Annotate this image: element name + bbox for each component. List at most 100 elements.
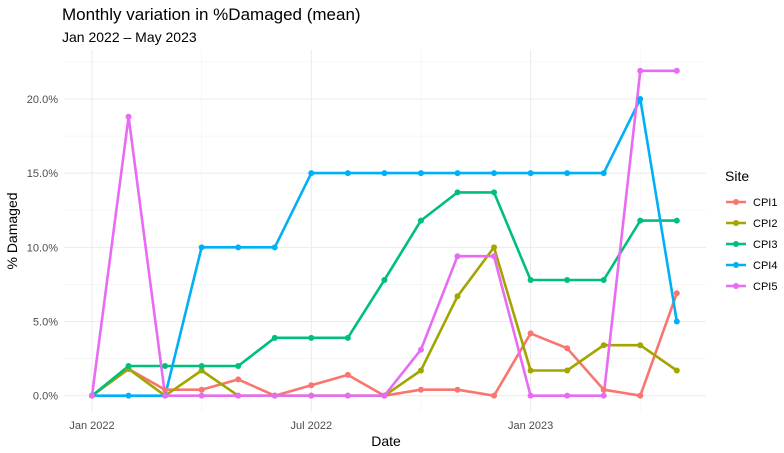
x-axis-ticks: Jan 2022 Jul 2022 Jan 2023 [69, 420, 553, 432]
data-point-cpi3 [527, 276, 534, 283]
chart-subtitle: Jan 2022 – May 2023 [62, 29, 197, 45]
data-point-cpi5 [491, 253, 498, 260]
data-point-cpi4 [271, 244, 278, 251]
data-point-cpi2 [600, 342, 607, 349]
data-point-cpi3 [564, 276, 571, 283]
data-point-cpi5 [381, 392, 388, 399]
chart-title: Monthly variation in %Damaged (mean) [62, 5, 361, 24]
y-axis-ticks: 0.0% 5.0% 10.0% 15.0% 20.0% [27, 94, 58, 403]
legend-items: CPI1 CPI2 CPI3 CPI4 CPI5 [726, 197, 777, 293]
data-point-cpi3 [125, 363, 132, 370]
plot-panel [64, 50, 706, 412]
y-axis-title: % Damaged [4, 192, 20, 269]
data-point-cpi3 [673, 217, 680, 224]
legend-label-cpi3: CPI3 [753, 239, 777, 251]
data-point-cpi2 [673, 367, 680, 374]
data-point-cpi3 [198, 363, 205, 370]
data-point-cpi1 [491, 392, 498, 399]
legend-label-cpi1: CPI1 [753, 197, 777, 209]
data-point-cpi4 [417, 170, 424, 177]
data-point-cpi3 [600, 276, 607, 283]
data-point-cpi1 [527, 330, 534, 337]
x-tick-label: Jan 2022 [69, 420, 114, 432]
y-tick-label: 20.0% [27, 94, 58, 106]
data-point-cpi5 [637, 67, 644, 74]
legend-key-point-cpi2 [733, 220, 739, 226]
data-point-cpi3 [637, 217, 644, 224]
legend: Site CPI1 CPI2 CPI3 CPI4 CPI5 [725, 168, 777, 293]
data-point-cpi2 [637, 342, 644, 349]
plot-background [64, 50, 706, 412]
y-tick-label: 10.0% [27, 242, 58, 254]
data-point-cpi3 [454, 189, 461, 196]
data-point-cpi2 [454, 293, 461, 300]
data-point-cpi3 [417, 217, 424, 224]
data-point-cpi2 [198, 367, 205, 374]
data-point-cpi5 [673, 67, 680, 74]
data-point-cpi5 [198, 392, 205, 399]
data-point-cpi1 [308, 382, 315, 389]
data-point-cpi1 [162, 386, 169, 393]
data-point-cpi4 [454, 170, 461, 177]
data-point-cpi4 [235, 244, 242, 251]
legend-key-point-cpi3 [733, 241, 739, 247]
data-point-cpi3 [235, 363, 242, 370]
data-point-cpi1 [637, 392, 644, 399]
y-tick-label: 5.0% [33, 317, 58, 329]
data-point-cpi1 [564, 345, 571, 352]
legend-key-point-cpi4 [733, 262, 739, 268]
data-point-cpi1 [417, 386, 424, 393]
data-point-cpi5 [417, 346, 424, 353]
legend-title: Site [725, 168, 749, 184]
data-point-cpi3 [491, 189, 498, 196]
data-point-cpi5 [308, 392, 315, 399]
data-point-cpi1 [235, 376, 242, 383]
x-tick-label: Jul 2022 [291, 420, 333, 432]
data-point-cpi2 [491, 244, 498, 251]
data-point-cpi5 [89, 392, 95, 399]
data-point-cpi5 [162, 392, 169, 399]
data-point-cpi5 [527, 392, 534, 399]
data-point-cpi3 [344, 334, 351, 341]
data-point-cpi1 [198, 386, 205, 393]
data-point-cpi4 [637, 95, 644, 102]
data-point-cpi3 [381, 276, 388, 283]
data-point-cpi4 [381, 170, 388, 177]
data-point-cpi5 [600, 392, 607, 399]
data-point-cpi5 [125, 113, 132, 120]
data-point-cpi5 [344, 392, 351, 399]
data-point-cpi1 [344, 371, 351, 378]
legend-label-cpi5: CPI5 [753, 281, 777, 293]
data-point-cpi4 [564, 170, 571, 177]
data-point-cpi4 [527, 170, 534, 177]
data-point-cpi5 [235, 392, 242, 399]
data-point-cpi4 [198, 244, 205, 251]
data-point-cpi5 [271, 392, 278, 399]
data-point-cpi1 [673, 290, 680, 297]
legend-key-point-cpi1 [733, 199, 739, 205]
data-point-cpi4 [491, 170, 498, 177]
data-point-cpi4 [308, 170, 315, 177]
legend-key-point-cpi5 [733, 283, 739, 289]
data-point-cpi5 [454, 253, 461, 260]
data-point-cpi4 [125, 392, 132, 399]
y-tick-label: 15.0% [27, 168, 58, 180]
data-point-cpi4 [600, 170, 607, 177]
data-point-cpi2 [417, 367, 424, 374]
legend-label-cpi2: CPI2 [753, 218, 777, 230]
data-point-cpi4 [344, 170, 351, 177]
y-tick-label: 0.0% [33, 391, 58, 403]
data-point-cpi3 [162, 363, 169, 370]
data-point-cpi4 [673, 318, 680, 325]
data-point-cpi2 [564, 367, 571, 374]
x-axis-title: Date [371, 433, 401, 449]
series-points [89, 67, 680, 399]
x-tick-label: Jan 2023 [508, 420, 553, 432]
data-point-cpi1 [600, 386, 607, 393]
data-point-cpi1 [454, 386, 461, 393]
legend-label-cpi4: CPI4 [753, 260, 777, 272]
data-point-cpi5 [564, 392, 571, 399]
data-point-cpi3 [308, 334, 315, 341]
data-point-cpi2 [527, 367, 534, 374]
